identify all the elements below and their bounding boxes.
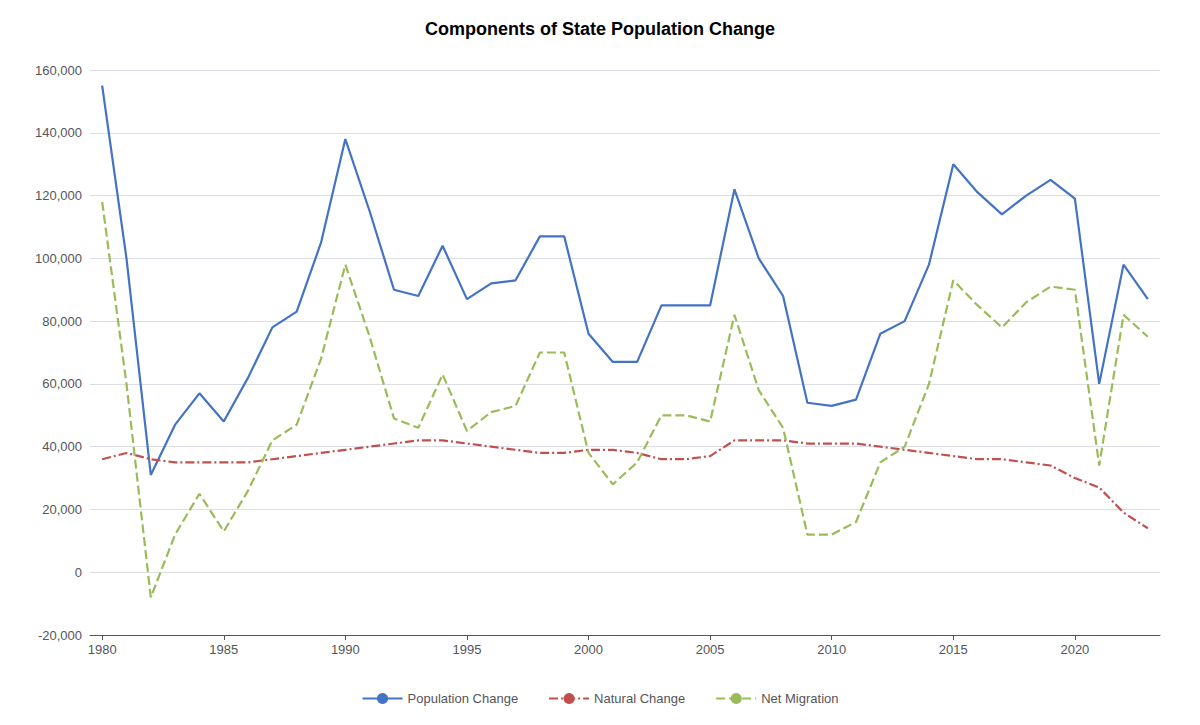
svg-text:Net Migration: Net Migration [761, 691, 838, 706]
svg-text:0: 0 [75, 565, 82, 580]
svg-text:20,000: 20,000 [42, 502, 82, 517]
svg-text:120,000: 120,000 [35, 188, 82, 203]
svg-text:100,000: 100,000 [35, 251, 82, 266]
svg-text:-20,000: -20,000 [38, 628, 82, 643]
svg-text:1985: 1985 [209, 642, 238, 657]
svg-text:80,000: 80,000 [42, 314, 82, 329]
svg-text:1990: 1990 [331, 642, 360, 657]
svg-text:2000: 2000 [574, 642, 603, 657]
svg-text:Natural Change: Natural Change [594, 691, 685, 706]
svg-text:1980: 1980 [88, 642, 117, 657]
svg-text:1995: 1995 [452, 642, 481, 657]
svg-text:2015: 2015 [939, 642, 968, 657]
svg-text:Population Change: Population Change [408, 691, 519, 706]
svg-text:60,000: 60,000 [42, 376, 82, 391]
svg-text:40,000: 40,000 [42, 439, 82, 454]
svg-text:2020: 2020 [1060, 642, 1089, 657]
svg-text:Components of State Population: Components of State Population Change [425, 19, 775, 39]
svg-text:2010: 2010 [817, 642, 846, 657]
svg-text:160,000: 160,000 [35, 63, 82, 78]
svg-text:2005: 2005 [696, 642, 725, 657]
svg-text:140,000: 140,000 [35, 125, 82, 140]
